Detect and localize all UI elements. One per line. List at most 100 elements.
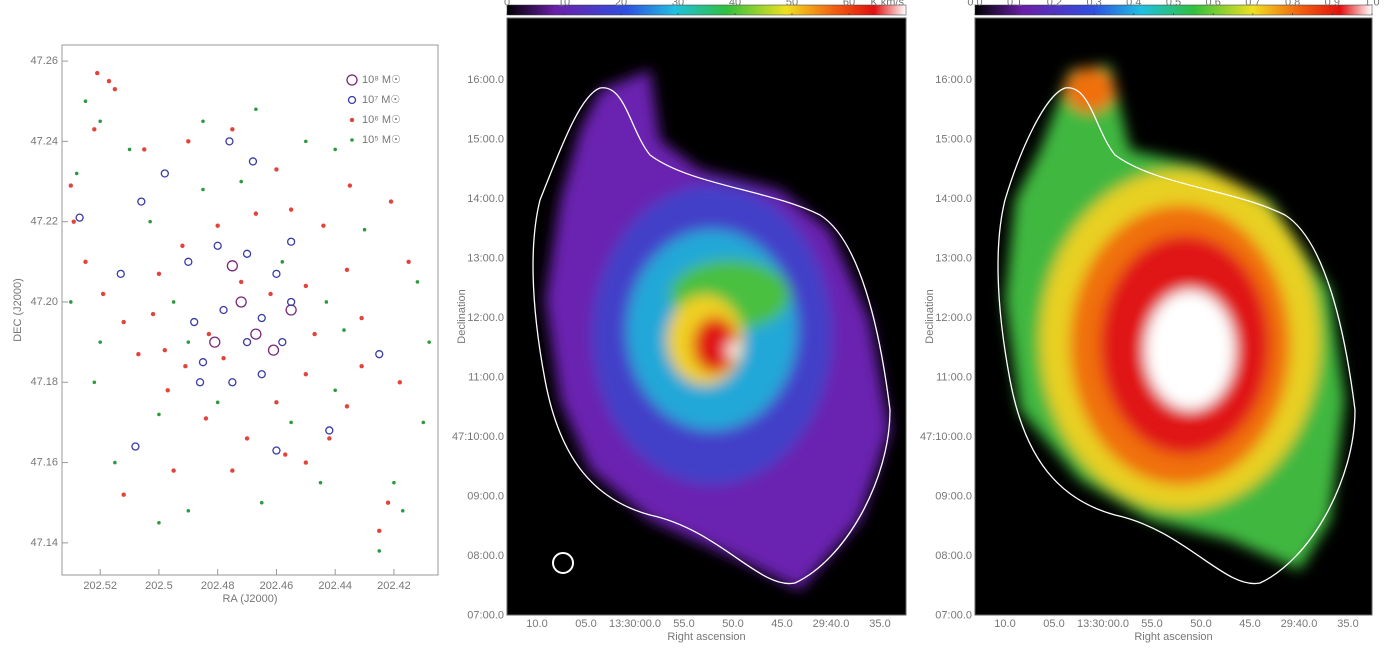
x-tick-label: 50.0 — [1190, 618, 1211, 630]
cloud-point — [201, 119, 205, 123]
cloud-point — [244, 339, 251, 346]
cloud-point — [281, 260, 285, 264]
cloud-point — [274, 400, 278, 404]
cloud-point — [254, 107, 258, 111]
y-tick-label: 13:00.0 — [935, 252, 972, 264]
cloud-point — [274, 167, 278, 171]
cloud-point — [345, 268, 349, 272]
y-tick-label: 47:10:00.0 — [920, 431, 972, 443]
cloud-point — [98, 340, 102, 344]
x-axis-label: Right ascension — [667, 631, 745, 643]
cloud-point — [214, 242, 221, 249]
cloud-point — [258, 371, 265, 378]
cloud-point — [69, 300, 73, 304]
cloud-point — [200, 359, 207, 366]
cloud-point — [416, 280, 420, 284]
cloud-point — [398, 380, 402, 384]
cloud-point — [283, 452, 287, 456]
cloud-point — [427, 340, 431, 344]
cloud-point — [273, 447, 280, 454]
cloud-point — [230, 127, 234, 131]
cloud-point — [113, 461, 117, 465]
cloud-point — [84, 99, 88, 103]
cloud-point — [93, 380, 97, 384]
cloud-point — [187, 509, 191, 513]
x-tick-label: 50.0 — [722, 618, 743, 630]
y-tick-label: 09:00.0 — [935, 490, 972, 502]
x-tick-label: 45.0 — [771, 618, 792, 630]
cloud-point — [401, 509, 405, 513]
cloud-point — [288, 238, 295, 245]
legend-label: 10⁸ M☉ — [362, 74, 401, 86]
cloud-point — [304, 140, 308, 144]
cloud-point — [286, 305, 296, 315]
cloud-point — [101, 292, 105, 296]
cloud-point — [221, 356, 225, 360]
x-tick-label: 10.0 — [526, 618, 547, 630]
y-tick-label: 08:00.0 — [935, 550, 972, 562]
y-tick-label: 12:00.0 — [467, 312, 504, 324]
cloud-point — [359, 316, 363, 320]
cloud-point — [304, 460, 308, 464]
cloud-point — [345, 404, 349, 408]
cloud-point — [163, 348, 167, 352]
legend-marker — [350, 138, 354, 142]
figure: 202.52202.5202.48202.46202.44202.4247.14… — [0, 0, 1399, 651]
cloud-point — [289, 421, 293, 425]
cloud-point — [75, 172, 79, 176]
colorbar-tick-label: 50 — [786, 0, 798, 8]
cloud-point — [138, 198, 145, 205]
cloud-point — [201, 188, 205, 192]
y-tick-label: 13:00.0 — [467, 252, 504, 264]
x-tick-label: 35.0 — [1337, 618, 1358, 630]
y-axis-label: DEC (J2000) — [12, 278, 24, 342]
y-tick-label: 12:00.0 — [935, 312, 972, 324]
x-tick-label: 55.0 — [1141, 618, 1162, 630]
cloud-point — [406, 260, 410, 264]
cloud-point — [121, 320, 125, 324]
cloud-point — [273, 270, 280, 277]
cloud-point — [136, 352, 140, 356]
cloud-point — [260, 501, 264, 505]
cloud-point — [148, 220, 152, 224]
cloud-point — [172, 300, 176, 304]
cloud-point — [254, 211, 258, 215]
colorbar-tick-label: 0.1 — [1007, 0, 1022, 8]
x-tick-label: 35.0 — [869, 618, 890, 630]
x-axis-label: RA (J2000) — [222, 593, 277, 605]
legend-label: 10⁶ M☉ — [362, 114, 401, 126]
colorbar-tick-label: 1.0 — [1364, 0, 1379, 8]
cloud-point — [342, 328, 346, 332]
y-tick-label: 47:10:00.0 — [452, 431, 504, 443]
x-tick-label: 05.0 — [1043, 618, 1064, 630]
y-tick-label: 15:00.0 — [935, 133, 972, 145]
y-tick-label: 47.22 — [30, 216, 58, 228]
cloud-point — [227, 261, 237, 271]
cloud-point — [304, 284, 308, 288]
cloud-point — [121, 492, 125, 496]
cloud-point — [245, 436, 249, 440]
x-tick-label: 45.0 — [1239, 618, 1260, 630]
y-tick-label: 47.18 — [30, 376, 58, 388]
colorbar-tick-label: 0.3 — [1086, 0, 1101, 8]
y-tick-label: 15:00.0 — [467, 133, 504, 145]
cloud-point — [83, 260, 87, 264]
colorbar-unit: K km/s — [870, 0, 904, 8]
y-tick-label: 11:00.0 — [468, 371, 504, 383]
cloud-point — [132, 443, 139, 450]
cloud-point — [161, 170, 168, 177]
cloud-point — [386, 501, 390, 505]
cloud-point — [359, 364, 363, 368]
cloud-point — [279, 339, 286, 346]
colorbar-tick-label: 0 — [504, 0, 510, 8]
cloud-point — [157, 521, 161, 525]
y-tick-label: 47.24 — [30, 135, 58, 147]
cloud-point — [327, 436, 331, 440]
x-tick-label: 202.46 — [260, 580, 294, 592]
colorbar-tick-label: 40 — [729, 0, 741, 8]
cloud-point — [76, 214, 83, 221]
colorbar-tick-label: 0.6 — [1206, 0, 1221, 8]
y-tick-label: 16:00.0 — [935, 74, 972, 86]
cloud-point — [376, 351, 383, 358]
cloud-point — [151, 312, 155, 316]
